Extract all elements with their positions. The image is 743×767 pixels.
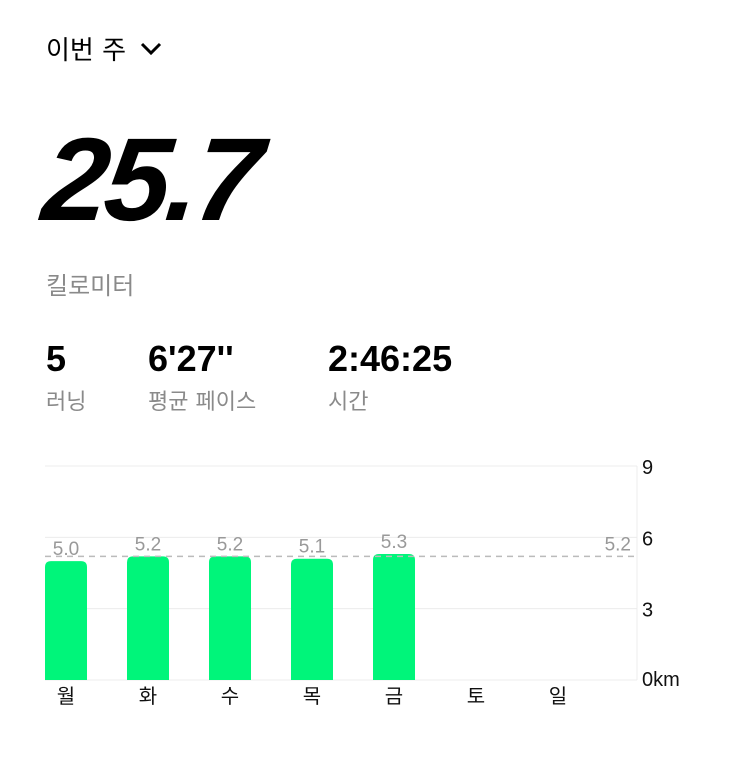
x-tick-label: 일 <box>549 684 567 708</box>
stat-label: 평균 페이스 <box>148 390 257 415</box>
y-tick-label: 3 <box>642 600 653 622</box>
bar <box>209 556 251 680</box>
weekly-distance-chart: 0km 3 6 9 5.0 월 5.2 화 5.2 수 5.1 목 5.3 금 토 일 5.2 <box>45 457 680 708</box>
bar <box>291 558 333 680</box>
stat-value: 6'27'' <box>148 338 234 379</box>
stat-label: 러닝 <box>46 390 87 415</box>
x-tick-label: 목 <box>303 684 321 708</box>
period-selector[interactable]: 이번 주 <box>46 30 162 67</box>
bar-value-label: 5.3 <box>381 532 407 553</box>
stat-runs: 5 러닝 <box>46 338 86 416</box>
average-label: 5.2 <box>605 534 631 555</box>
x-tick-label: 월 <box>57 684 75 708</box>
stat-value: 5 <box>46 338 67 379</box>
bar <box>45 561 87 680</box>
y-tick-label: 9 <box>642 457 653 479</box>
bar <box>127 556 169 680</box>
bar-value-label: 5.1 <box>299 537 325 558</box>
total-distance: 25.7 <box>37 114 265 246</box>
stat-time: 2:46:25 시간 <box>328 338 452 416</box>
bar-value-label: 5.0 <box>53 539 79 560</box>
bar-value-label: 5.2 <box>217 534 243 555</box>
stat-value: 2:46:25 <box>328 338 453 379</box>
y-tick-label: 0km <box>642 669 680 691</box>
x-tick-label: 토 <box>467 684 485 708</box>
x-tick-label: 수 <box>221 684 239 708</box>
chevron-down-icon <box>140 42 162 55</box>
distance-unit: 킬로미터 <box>46 272 135 300</box>
x-tick-label: 금 <box>385 684 403 708</box>
stat-pace: 6'27'' 평균 페이스 <box>148 338 256 416</box>
bar-value-label: 5.2 <box>135 534 161 555</box>
bar <box>373 553 415 680</box>
y-tick-label: 6 <box>642 528 653 550</box>
stat-label: 시간 <box>328 390 369 415</box>
x-tick-label: 화 <box>139 684 157 708</box>
period-label: 이번 주 <box>46 36 127 66</box>
